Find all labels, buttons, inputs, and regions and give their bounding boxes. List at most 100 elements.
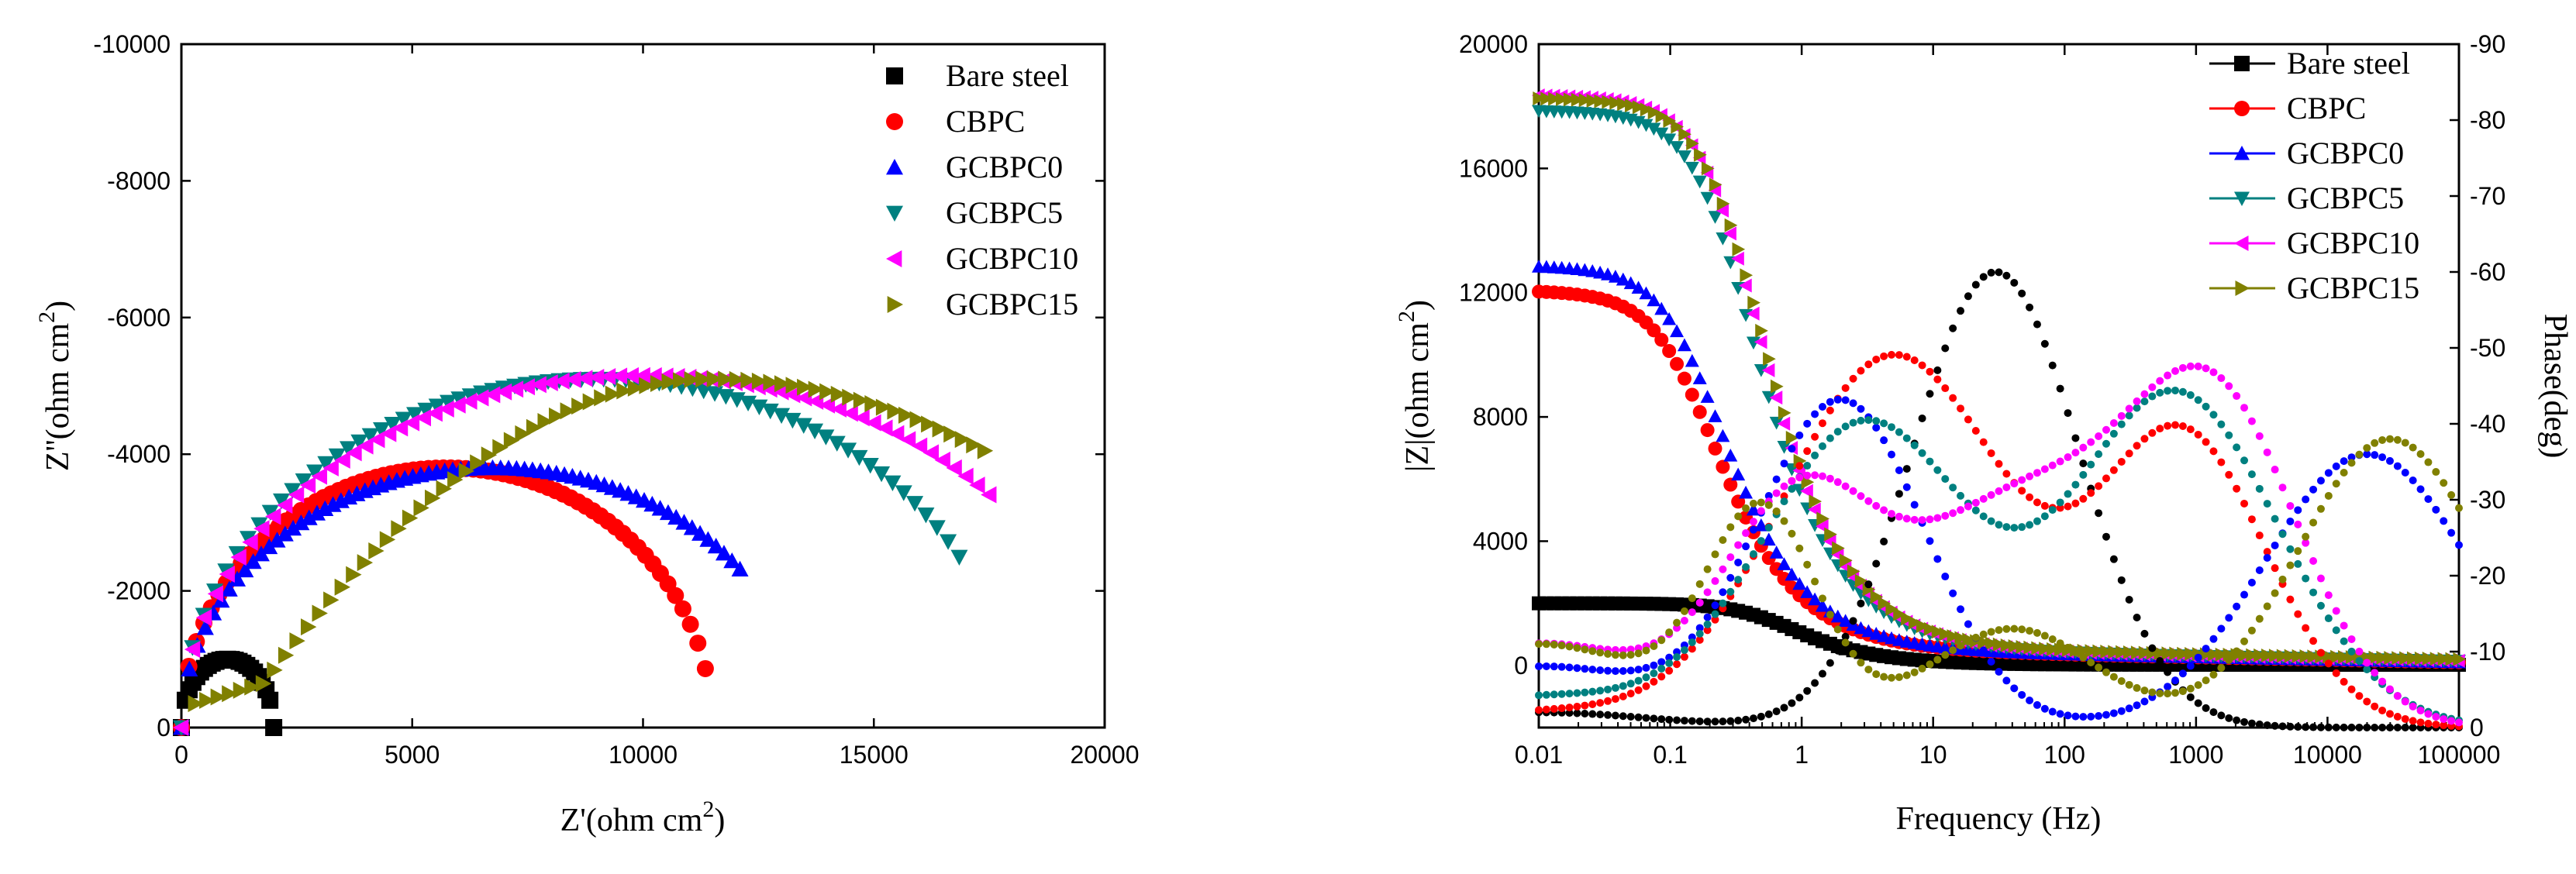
nyquist-point-gcbpc0 [276,525,294,542]
bode-phase-point-gcbpc0 [2316,477,2325,485]
bode-phase-point-gcbpc15 [1557,642,1566,650]
bode-x-tick-label: 100000 [2418,741,2501,769]
nyquist-point-gcbpc5 [306,464,324,480]
bode-modulus-point-gcbpc15 [1824,527,1837,542]
nyquist-legend-marker-gcbpc5 [886,205,903,222]
bode-phase-point-gcbpc5 [1665,659,1674,667]
bode-phase-point-bare-steel [1742,715,1750,724]
bode-phase-point-gcbpc5 [1565,690,1574,698]
bode-phase-point-gcbpc10 [1910,515,1919,524]
bode-phase-point-cbpc [2125,449,2133,458]
bode-phase-point-cbpc [2416,718,2425,727]
nyquist-point-gcbpc10 [242,533,258,551]
bode-y2-tick-label: -40 [2470,410,2505,438]
bode-phase-point-bare-steel [1726,717,1735,725]
bode-phase-point-gcbpc15 [1535,640,1543,649]
bode-modulus-point-gcbpc15 [1947,629,1960,644]
nyquist-point-gcbpc5 [250,517,268,533]
bode-phase-point-cbpc [2263,548,2271,556]
bode-phase-point-gcbpc5 [2186,391,2195,399]
bode-phase-point-bare-steel [2263,721,2271,729]
bode-phase-point-gcbpc15 [1849,649,1857,658]
bode-phase-point-gcbpc15 [2233,647,2241,656]
bode-legend-label-gcbpc10: GCBPC10 [2287,225,2419,260]
bode-phase-point-gcbpc5 [2209,411,2218,419]
nyquist-point-gcbpc10 [450,396,466,414]
bode-phase-point-bare-steel [2271,721,2279,730]
nyquist-point-gcbpc0 [284,519,302,536]
bode-phase-point-gcbpc15 [2109,673,2118,681]
bode-phase-point-gcbpc0 [2347,453,2356,462]
bode-phase-point-bare-steel [1811,679,1819,687]
bode-phase-point-gcbpc5 [1581,688,1589,697]
bode-modulus-point-gcbpc15 [1632,100,1646,115]
bode-phase-point-cbpc [1573,702,1581,711]
bode-phase-point-bare-steel [2378,723,2387,731]
bode-phase-point-gcbpc5 [2079,470,2088,479]
bode-phase-point-gcbpc15 [1872,670,1881,679]
nyquist-point-gcbpc10 [795,389,812,407]
bode-phase-point-cbpc [2002,470,2011,478]
bode-phase-point-gcbpc15 [2371,439,2379,447]
bode-phase-point-gcbpc10 [2302,539,2310,547]
bode-phase-point-gcbpc10 [1941,511,1950,520]
bode-phase-point-gcbpc15 [1995,626,2003,635]
bode-phase-point-gcbpc5 [2117,420,2126,428]
bode-phase-point-gcbpc15 [1964,637,1972,645]
nyquist-point-gcbpc10 [299,477,316,494]
nyquist-point-gcbpc5 [395,411,412,428]
bode-phase-point-gcbpc15 [1803,560,1812,569]
bode-phase-point-gcbpc15 [1742,504,1750,513]
bode-modulus-point-gcbpc0 [1838,614,1853,628]
bode-phase-point-cbpc [1703,626,1712,635]
bode-phase-point-gcbpc15 [1971,633,1980,642]
bode-phase-point-gcbpc15 [2064,643,2072,652]
bode-legend-label-gcbpc5: GCBPC5 [2287,181,2404,215]
nyquist-point-gcbpc10 [253,520,270,538]
bode-phase-point-bare-steel [2186,693,2195,701]
bode-modulus-point-gcbpc0 [1800,585,1815,598]
nyquist-point-gcbpc10 [369,431,385,449]
nyquist-legend-marker-bare-steel [886,67,903,84]
nyquist-point-gcbpc10 [484,386,501,404]
nyquist-point-cbpc [681,615,699,633]
bode-phase-point-gcbpc10 [1949,509,1957,518]
bode-phase-point-cbpc [2247,515,2256,524]
nyquist-legend-marker-gcbpc0 [886,159,903,175]
bode-phase-point-bare-steel [2194,699,2202,707]
bode-y2-axis-title: Phase(deg) [2537,314,2573,459]
bode-modulus-point-gcbpc15 [1954,631,1968,645]
bode-phase-point-gcbpc5 [1926,457,1934,466]
bode-modulus-point-gcbpc15 [2077,643,2091,658]
bode-phase-point-gcbpc10 [2018,476,2026,484]
bode-phase-point-cbpc [2332,669,2340,677]
nyquist-point-gcbpc10 [599,368,616,386]
bode-phase-point-bare-steel [1665,715,1674,724]
bode-phase-point-gcbpc15 [2202,676,2210,685]
bode-modulus-point-gcbpc15 [2123,645,2136,659]
nyquist-point-gcbpc10 [842,404,858,422]
bode-phase-point-gcbpc5 [1949,483,1957,492]
bode-phase-point-gcbpc15 [2240,637,2249,645]
bode-phase-point-gcbpc10 [2324,591,2333,600]
bode-phase-point-gcbpc10 [2247,417,2256,425]
bode-phase-point-bare-steel [2309,723,2318,731]
nyquist-point-gcbpc5 [940,534,957,550]
nyquist-point-gcbpc10 [438,400,454,418]
bode-phase-point-bare-steel [1619,712,1627,721]
bode-phase-point-gcbpc10 [1680,617,1688,625]
nyquist-series [173,366,997,736]
bode-phase-point-gcbpc0 [2371,451,2379,459]
bode-phase-point-gcbpc15 [1957,642,1965,650]
bode-phase-point-gcbpc15 [1926,660,1934,669]
bode-phase-point-gcbpc5 [1588,687,1597,696]
bode-phase-point-gcbpc15 [2440,479,2448,487]
bode-phase-point-gcbpc15 [1933,656,1942,664]
bode-phase-point-gcbpc10 [1818,472,1826,480]
bode-phase-point-gcbpc15 [2324,491,2333,500]
bode-phase-point-cbpc [2133,442,2141,450]
bode-phase-point-cbpc [1880,352,1888,360]
bode-x-tick-label: 1000 [2168,741,2223,769]
bode-phase-point-gcbpc15 [2432,468,2440,477]
nyquist-point-gcbpc10 [946,459,962,477]
